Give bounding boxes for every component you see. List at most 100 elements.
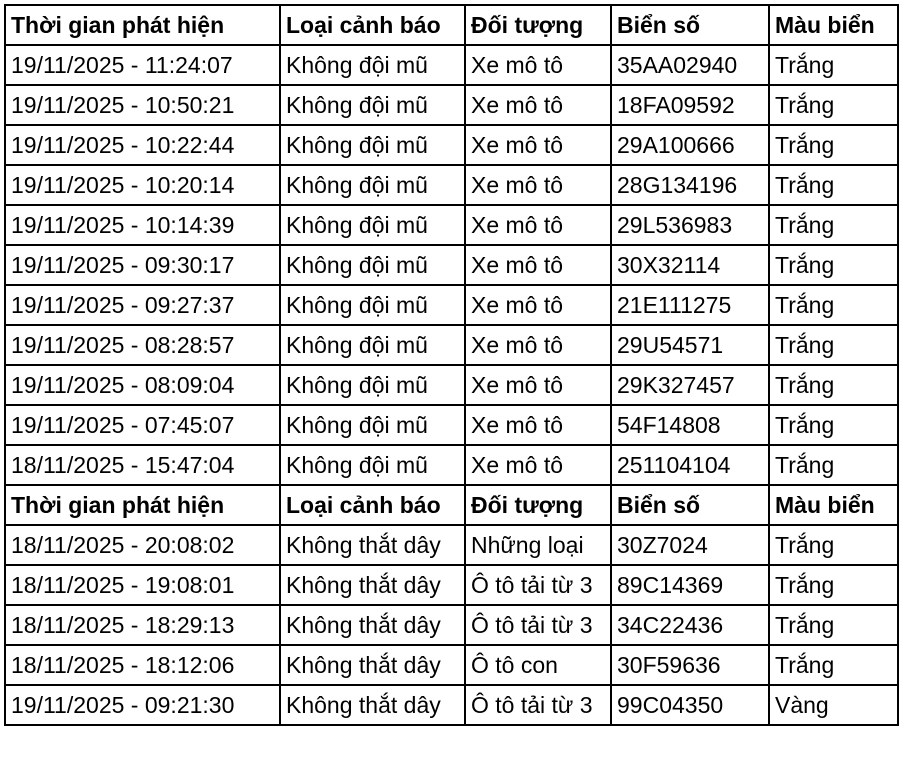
cell: Trắng	[768, 124, 899, 166]
data-row: 19/11/2025 - 09:27:37 Không đội mũ Xe mô t…	[4, 284, 899, 326]
cell: 30X32114	[610, 244, 770, 286]
cell: Trắng	[768, 284, 899, 326]
header-cell: Biển số	[610, 484, 770, 526]
data-row: 19/11/2025 - 08:28:57 Không đội mũ Xe mô t…	[4, 324, 899, 366]
data-row: 19/11/2025 - 07:45:07 Không đội mũ Xe mô t…	[4, 404, 899, 446]
cell: Không đội mũ	[279, 164, 466, 206]
data-row: 19/11/2025 - 11:24:07 Không đội mũ Xe mô t…	[4, 44, 899, 86]
cell: Trắng	[768, 524, 899, 566]
cell: Xe mô tô	[464, 84, 612, 126]
cell: Trắng	[768, 604, 899, 646]
cell: Trắng	[768, 244, 899, 286]
cell: 30F59636	[610, 644, 770, 686]
cell: Không thắt dây	[279, 644, 466, 686]
cell: Trắng	[768, 564, 899, 606]
cell: 29K327457	[610, 364, 770, 406]
cell: Ô tô con	[464, 644, 612, 686]
data-row: 19/11/2025 - 10:50:21 Không đội mũ Xe mô t…	[4, 84, 899, 126]
cell: Vàng	[768, 684, 899, 726]
header-cell: Loại cảnh báo	[279, 4, 466, 46]
header-cell: Loại cảnh báo	[279, 484, 466, 526]
header-row: Thời gian phát hiện Loại cảnh báo Đối tượn…	[4, 4, 899, 46]
cell: Ô tô tải từ 3	[464, 564, 612, 606]
cell: 99C04350	[610, 684, 770, 726]
cell: Trắng	[768, 444, 899, 486]
cell: Trắng	[768, 164, 899, 206]
data-row: 18/11/2025 - 15:47:04 Không đội mũ Xe mô t…	[4, 444, 899, 486]
cell: Ô tô tải từ 3	[464, 684, 612, 726]
cell: 19/11/2025 - 10:50:21	[4, 84, 281, 126]
cell: 21E111275	[610, 284, 770, 326]
data-row: 19/11/2025 - 10:22:44 Không đội mũ Xe mô t…	[4, 124, 899, 166]
cell: Trắng	[768, 644, 899, 686]
cell: 29L536983	[610, 204, 770, 246]
cell: 34C22436	[610, 604, 770, 646]
data-row: 18/11/2025 - 20:08:02 Không thắt dây Những…	[4, 524, 899, 566]
cell: 54F14808	[610, 404, 770, 446]
cell: Không đội mũ	[279, 204, 466, 246]
cell: 18FA09592	[610, 84, 770, 126]
cell: 18/11/2025 - 18:29:13	[4, 604, 281, 646]
cell: Xe mô tô	[464, 124, 612, 166]
header-cell: Màu biển	[768, 484, 899, 526]
cell: Xe mô tô	[464, 204, 612, 246]
cell: 19/11/2025 - 10:14:39	[4, 204, 281, 246]
data-row: 18/11/2025 - 19:08:01 Không thắt dây Ô tô …	[4, 564, 899, 606]
cell: Trắng	[768, 44, 899, 86]
cell: 19/11/2025 - 09:30:17	[4, 244, 281, 286]
cell: Xe mô tô	[464, 324, 612, 366]
cell: Xe mô tô	[464, 44, 612, 86]
cell: 19/11/2025 - 10:20:14	[4, 164, 281, 206]
cell: Không thắt dây	[279, 604, 466, 646]
header-cell: Thời gian phát hiện	[4, 4, 281, 46]
cell: Không đội mũ	[279, 404, 466, 446]
header-row: Thời gian phát hiện Loại cảnh báo Đối tượn…	[4, 484, 899, 526]
data-row: 19/11/2025 - 08:09:04 Không đội mũ Xe mô t…	[4, 364, 899, 406]
data-row: 18/11/2025 - 18:12:06 Không thắt dây Ô tô …	[4, 644, 899, 686]
cell: Trắng	[768, 364, 899, 406]
cell: Không thắt dây	[279, 564, 466, 606]
cell: 19/11/2025 - 09:27:37	[4, 284, 281, 326]
cell: Xe mô tô	[464, 444, 612, 486]
cell: 19/11/2025 - 11:24:07	[4, 44, 281, 86]
cell: Không thắt dây	[279, 524, 466, 566]
cell: Không đội mũ	[279, 84, 466, 126]
cell: Xe mô tô	[464, 164, 612, 206]
header-cell: Màu biển	[768, 4, 899, 46]
cell: 18/11/2025 - 20:08:02	[4, 524, 281, 566]
cell: Những loại	[464, 524, 612, 566]
data-row: 19/11/2025 - 10:14:39 Không đội mũ Xe mô t…	[4, 204, 899, 246]
cell: 35AA02940	[610, 44, 770, 86]
cell: 19/11/2025 - 08:28:57	[4, 324, 281, 366]
header-cell: Đối tượng	[464, 4, 612, 46]
cell: Trắng	[768, 84, 899, 126]
cell: 30Z7024	[610, 524, 770, 566]
cell: Ô tô tải từ 3	[464, 604, 612, 646]
cell: Không đội mũ	[279, 124, 466, 166]
header-cell: Đối tượng	[464, 484, 612, 526]
cell: Không đội mũ	[279, 324, 466, 366]
cell: Trắng	[768, 324, 899, 366]
cell: 18/11/2025 - 15:47:04	[4, 444, 281, 486]
cell: Không đội mũ	[279, 44, 466, 86]
cell: 19/11/2025 - 09:21:30	[4, 684, 281, 726]
header-cell: Thời gian phát hiện	[4, 484, 281, 526]
cell: 89C14369	[610, 564, 770, 606]
cell: Không thắt dây	[279, 684, 466, 726]
cell: 18/11/2025 - 19:08:01	[4, 564, 281, 606]
cell: Trắng	[768, 204, 899, 246]
cell: 19/11/2025 - 08:09:04	[4, 364, 281, 406]
cell: 29A100666	[610, 124, 770, 166]
cell: Xe mô tô	[464, 404, 612, 446]
header-cell: Biển số	[610, 4, 770, 46]
data-row: 18/11/2025 - 18:29:13 Không thắt dây Ô tô …	[4, 604, 899, 646]
cell: Không đội mũ	[279, 284, 466, 326]
cell: 28G134196	[610, 164, 770, 206]
cell: 18/11/2025 - 18:12:06	[4, 644, 281, 686]
cell: 19/11/2025 - 10:22:44	[4, 124, 281, 166]
cell: Xe mô tô	[464, 244, 612, 286]
cell: 251104104	[610, 444, 770, 486]
cell: 29U54571	[610, 324, 770, 366]
cell: Không đội mũ	[279, 444, 466, 486]
